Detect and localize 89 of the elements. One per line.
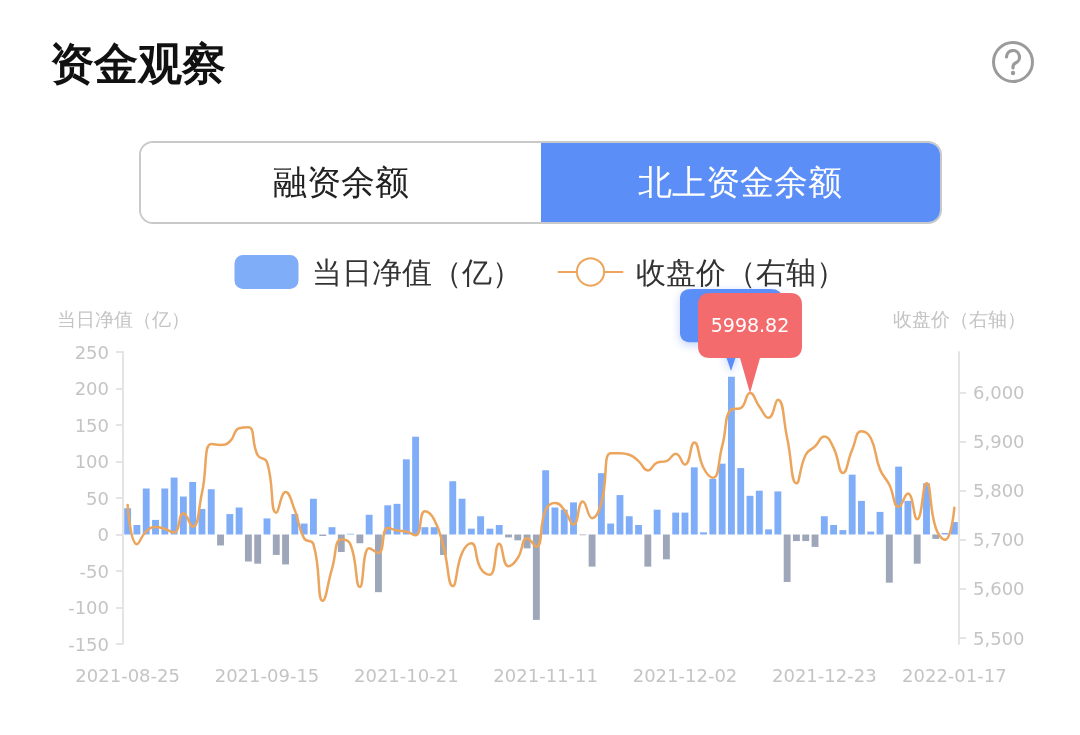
chart-title: 资金观察 (50, 37, 226, 89)
y2-tick-label: 5,700 (973, 529, 1025, 551)
bar (402, 459, 410, 535)
y2-tick-label: 5,500 (973, 627, 1025, 649)
bar (839, 530, 847, 535)
bar (783, 534, 791, 582)
bar (282, 534, 289, 565)
bar (904, 500, 912, 535)
bar (495, 525, 503, 535)
bar (421, 527, 429, 535)
bar (244, 534, 252, 562)
bar (430, 527, 438, 535)
bar (551, 507, 559, 535)
bar (802, 534, 810, 542)
bar (375, 534, 382, 593)
bar (690, 467, 698, 535)
bar (189, 481, 197, 535)
bar (709, 479, 717, 535)
bar (718, 463, 726, 535)
bar (765, 529, 773, 535)
bar (477, 516, 485, 535)
bar (830, 525, 838, 535)
bar (895, 466, 903, 535)
y-tick-label: 0 (97, 524, 109, 545)
bar (161, 488, 169, 535)
y2-tick-label: 5,800 (973, 480, 1025, 502)
bar (217, 534, 224, 546)
bar (848, 474, 856, 535)
bar (607, 523, 615, 535)
bar (932, 534, 940, 539)
y-tick-label: 50 (86, 487, 109, 509)
bar (328, 527, 336, 535)
bar (412, 436, 420, 535)
bar (486, 528, 494, 535)
bar (755, 490, 763, 535)
bar (356, 534, 364, 544)
bar (226, 514, 234, 535)
y-tick-label: 250 (74, 341, 109, 363)
bar (625, 516, 633, 535)
bar (263, 518, 271, 535)
y-tick-label: -100 (68, 597, 109, 618)
y2-tick-label: 6,000 (973, 381, 1025, 403)
y-tick-label: 200 (74, 378, 109, 399)
bar (133, 525, 141, 535)
bar (449, 481, 457, 535)
legend-label: 收盘价（右轴） (635, 254, 846, 290)
bar (170, 477, 178, 535)
bar (272, 534, 280, 555)
y-axis-title: 当日净值（亿） (56, 307, 190, 330)
bar (653, 509, 661, 535)
bar (737, 468, 745, 535)
line-series (126, 391, 956, 602)
bar (867, 531, 875, 535)
y-tick-label: -50 (79, 560, 109, 582)
bar (885, 534, 893, 583)
legend-label: 当日净值（亿） (311, 254, 522, 290)
bar (820, 516, 828, 535)
y2-tick-label: 5,600 (973, 578, 1025, 600)
bar (672, 512, 680, 535)
x-tick-label: 2021-12-02 (632, 664, 738, 686)
x-tick-label: 2021-10-21 (354, 664, 459, 686)
x-tick-label: 2021-08-25 (75, 664, 180, 686)
y2-tick-label: 5,900 (973, 430, 1025, 452)
bar (207, 489, 215, 535)
bar (700, 532, 707, 535)
bar (588, 534, 596, 567)
bar (309, 498, 317, 535)
bar (532, 534, 540, 620)
bar (254, 534, 262, 564)
bar (913, 534, 921, 564)
bar (365, 514, 373, 535)
bar (774, 491, 782, 535)
bar (635, 525, 642, 535)
bar (235, 507, 243, 535)
x-tick-label: 2021-12-23 (772, 664, 877, 686)
bar (727, 376, 735, 535)
bar (142, 488, 150, 535)
bar (662, 534, 670, 560)
y-tick-label: -150 (68, 633, 109, 655)
bar (644, 534, 652, 567)
x-tick-label: 2022-01-17 (902, 664, 1007, 686)
bar (858, 500, 865, 535)
x-tick-label: 2021-11-11 (493, 664, 598, 686)
bar (793, 534, 800, 542)
y-tick-label: 100 (74, 451, 109, 472)
y-tick-label: 150 (74, 414, 109, 436)
y2-axis-title: 收盘价（右轴） (892, 307, 1026, 330)
bar (467, 528, 475, 535)
x-tick-label: 2021-09-15 (214, 664, 320, 686)
